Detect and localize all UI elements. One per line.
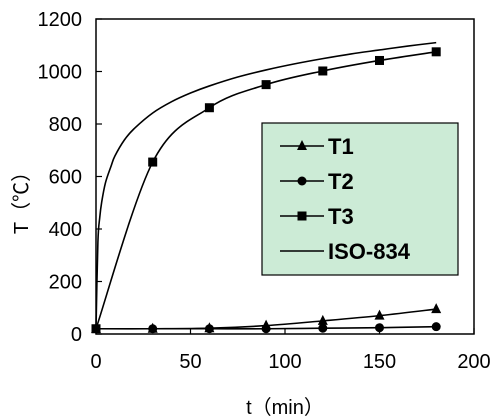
data-point-t2 bbox=[148, 324, 158, 334]
x-tick-label: 150 bbox=[363, 351, 396, 373]
data-point-t2 bbox=[261, 324, 271, 334]
data-point-t1 bbox=[317, 314, 328, 325]
y-tick-label: 800 bbox=[49, 114, 82, 136]
legend-label-iso-834: ISO-834 bbox=[328, 239, 411, 264]
data-point-t2 bbox=[375, 323, 384, 333]
x-tick-label: 100 bbox=[268, 351, 301, 373]
data-point-t2 bbox=[431, 322, 441, 332]
series-line-iso-834 bbox=[95, 41, 437, 329]
data-point-t2 bbox=[318, 323, 328, 333]
y-axis-title: T（℃） bbox=[10, 162, 33, 234]
legend-label-t2: T2 bbox=[328, 169, 354, 194]
y-tick-label: 400 bbox=[49, 219, 82, 241]
y-tick-label: 1200 bbox=[38, 9, 83, 31]
legend-label-t1: T1 bbox=[328, 134, 354, 159]
data-point-t3 bbox=[318, 66, 328, 76]
data-point-t2 bbox=[204, 324, 214, 334]
legend: T1 T2 T3 ISO-834 bbox=[261, 122, 459, 276]
x-tick-label: 50 bbox=[179, 351, 201, 373]
data-point-t1 bbox=[374, 309, 385, 320]
data-point-t3 bbox=[148, 157, 158, 167]
legend-marker-t2 bbox=[297, 176, 307, 186]
data-point-t3 bbox=[375, 55, 384, 65]
legend-box bbox=[261, 122, 459, 276]
data-point-t3 bbox=[431, 47, 441, 57]
legend-label-t3: T3 bbox=[328, 204, 354, 229]
legend-marker-t1 bbox=[297, 140, 307, 150]
x-tick-label: 200 bbox=[457, 351, 490, 373]
x-axis-title: t（min） bbox=[246, 396, 324, 419]
y-tick-label: 0 bbox=[71, 324, 82, 346]
y-tick-label: 600 bbox=[49, 167, 82, 189]
y-tick-label: 1000 bbox=[38, 62, 83, 84]
data-point-t1 bbox=[431, 303, 442, 314]
y-tick-label: 200 bbox=[49, 272, 82, 294]
legend-marker-t3 bbox=[297, 211, 307, 221]
data-point-t3 bbox=[261, 80, 271, 90]
x-tick-label: 0 bbox=[90, 351, 101, 373]
axes: 0 50 100 150 200 0 200 400 600 800 1000 1200 bbox=[38, 9, 491, 373]
data-point-t3 bbox=[204, 103, 214, 113]
